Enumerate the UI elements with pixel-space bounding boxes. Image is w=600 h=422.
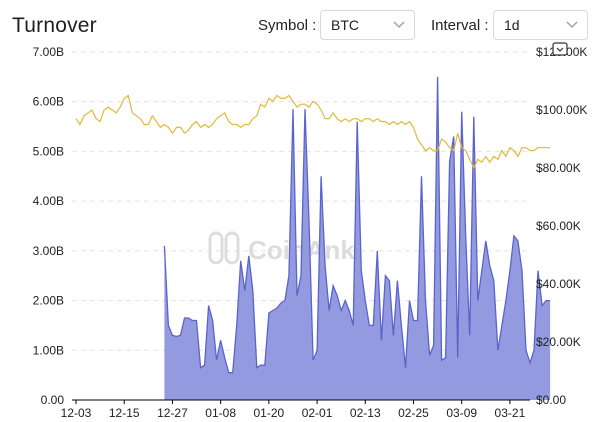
x-tick-label: 03-21 — [495, 406, 526, 420]
watermark-logo-icon — [208, 231, 240, 265]
y-right-tick-label: $60.00K — [536, 219, 581, 233]
x-tick-label: 12-15 — [109, 406, 140, 420]
x-tick-label: 12-03 — [61, 406, 92, 420]
watermark: CoinAnk — [208, 231, 355, 265]
y-left-tick-label: 2.00B — [33, 294, 64, 308]
axes: 0.00 1.00B 2.00B 3.00B 4.00B 5.00B 6.00B 7.00B $… — [33, 45, 588, 420]
y-left-tick-label: 0.00 — [41, 393, 65, 407]
y-left-tick-label: 6.00B — [33, 95, 64, 109]
download-icon[interactable] — [552, 42, 568, 56]
symbol-label: Symbol : — [258, 17, 317, 34]
x-tick-label: 12-27 — [157, 406, 188, 420]
y-left-tick-label: 7.00B — [33, 45, 64, 59]
interval-label: Interval : — [431, 17, 489, 34]
x-tick-label: 01-20 — [254, 406, 285, 420]
y-right-tick-label: $100.00K — [536, 103, 587, 117]
x-tick-label: 01-08 — [205, 406, 236, 420]
y-right-tick-label: $0.00 — [536, 393, 566, 407]
y-right-tick-label: $80.00K — [536, 161, 581, 175]
symbol-select[interactable]: BTC — [320, 10, 415, 40]
y-left-tick-label: 3.00B — [33, 244, 64, 258]
y-left-tick-label: 1.00B — [33, 343, 64, 357]
y-left-tick-label: 4.00B — [33, 194, 64, 208]
chart-title: Turnover — [12, 14, 97, 37]
y-left-tick-label: 5.00B — [33, 144, 64, 158]
price-line-series — [75, 94, 551, 170]
symbol-select-value: BTC — [331, 17, 359, 33]
x-tick-label: 02-13 — [350, 406, 381, 420]
chevron-down-icon — [566, 21, 578, 28]
y-right-tick-label: $40.00K — [536, 277, 581, 291]
y-right-tick-label: $20.00K — [536, 335, 581, 349]
x-tick-label: 02-25 — [398, 406, 429, 420]
chevron-down-icon — [393, 21, 405, 28]
turnover-area-series — [163, 76, 551, 401]
x-tick-label: 02-01 — [302, 406, 333, 420]
turnover-line — [163, 76, 551, 374]
interval-select[interactable]: 1d — [493, 10, 588, 40]
price-line — [75, 94, 551, 170]
x-tick-label: 03-09 — [446, 406, 477, 420]
interval-select-value: 1d — [504, 17, 520, 33]
